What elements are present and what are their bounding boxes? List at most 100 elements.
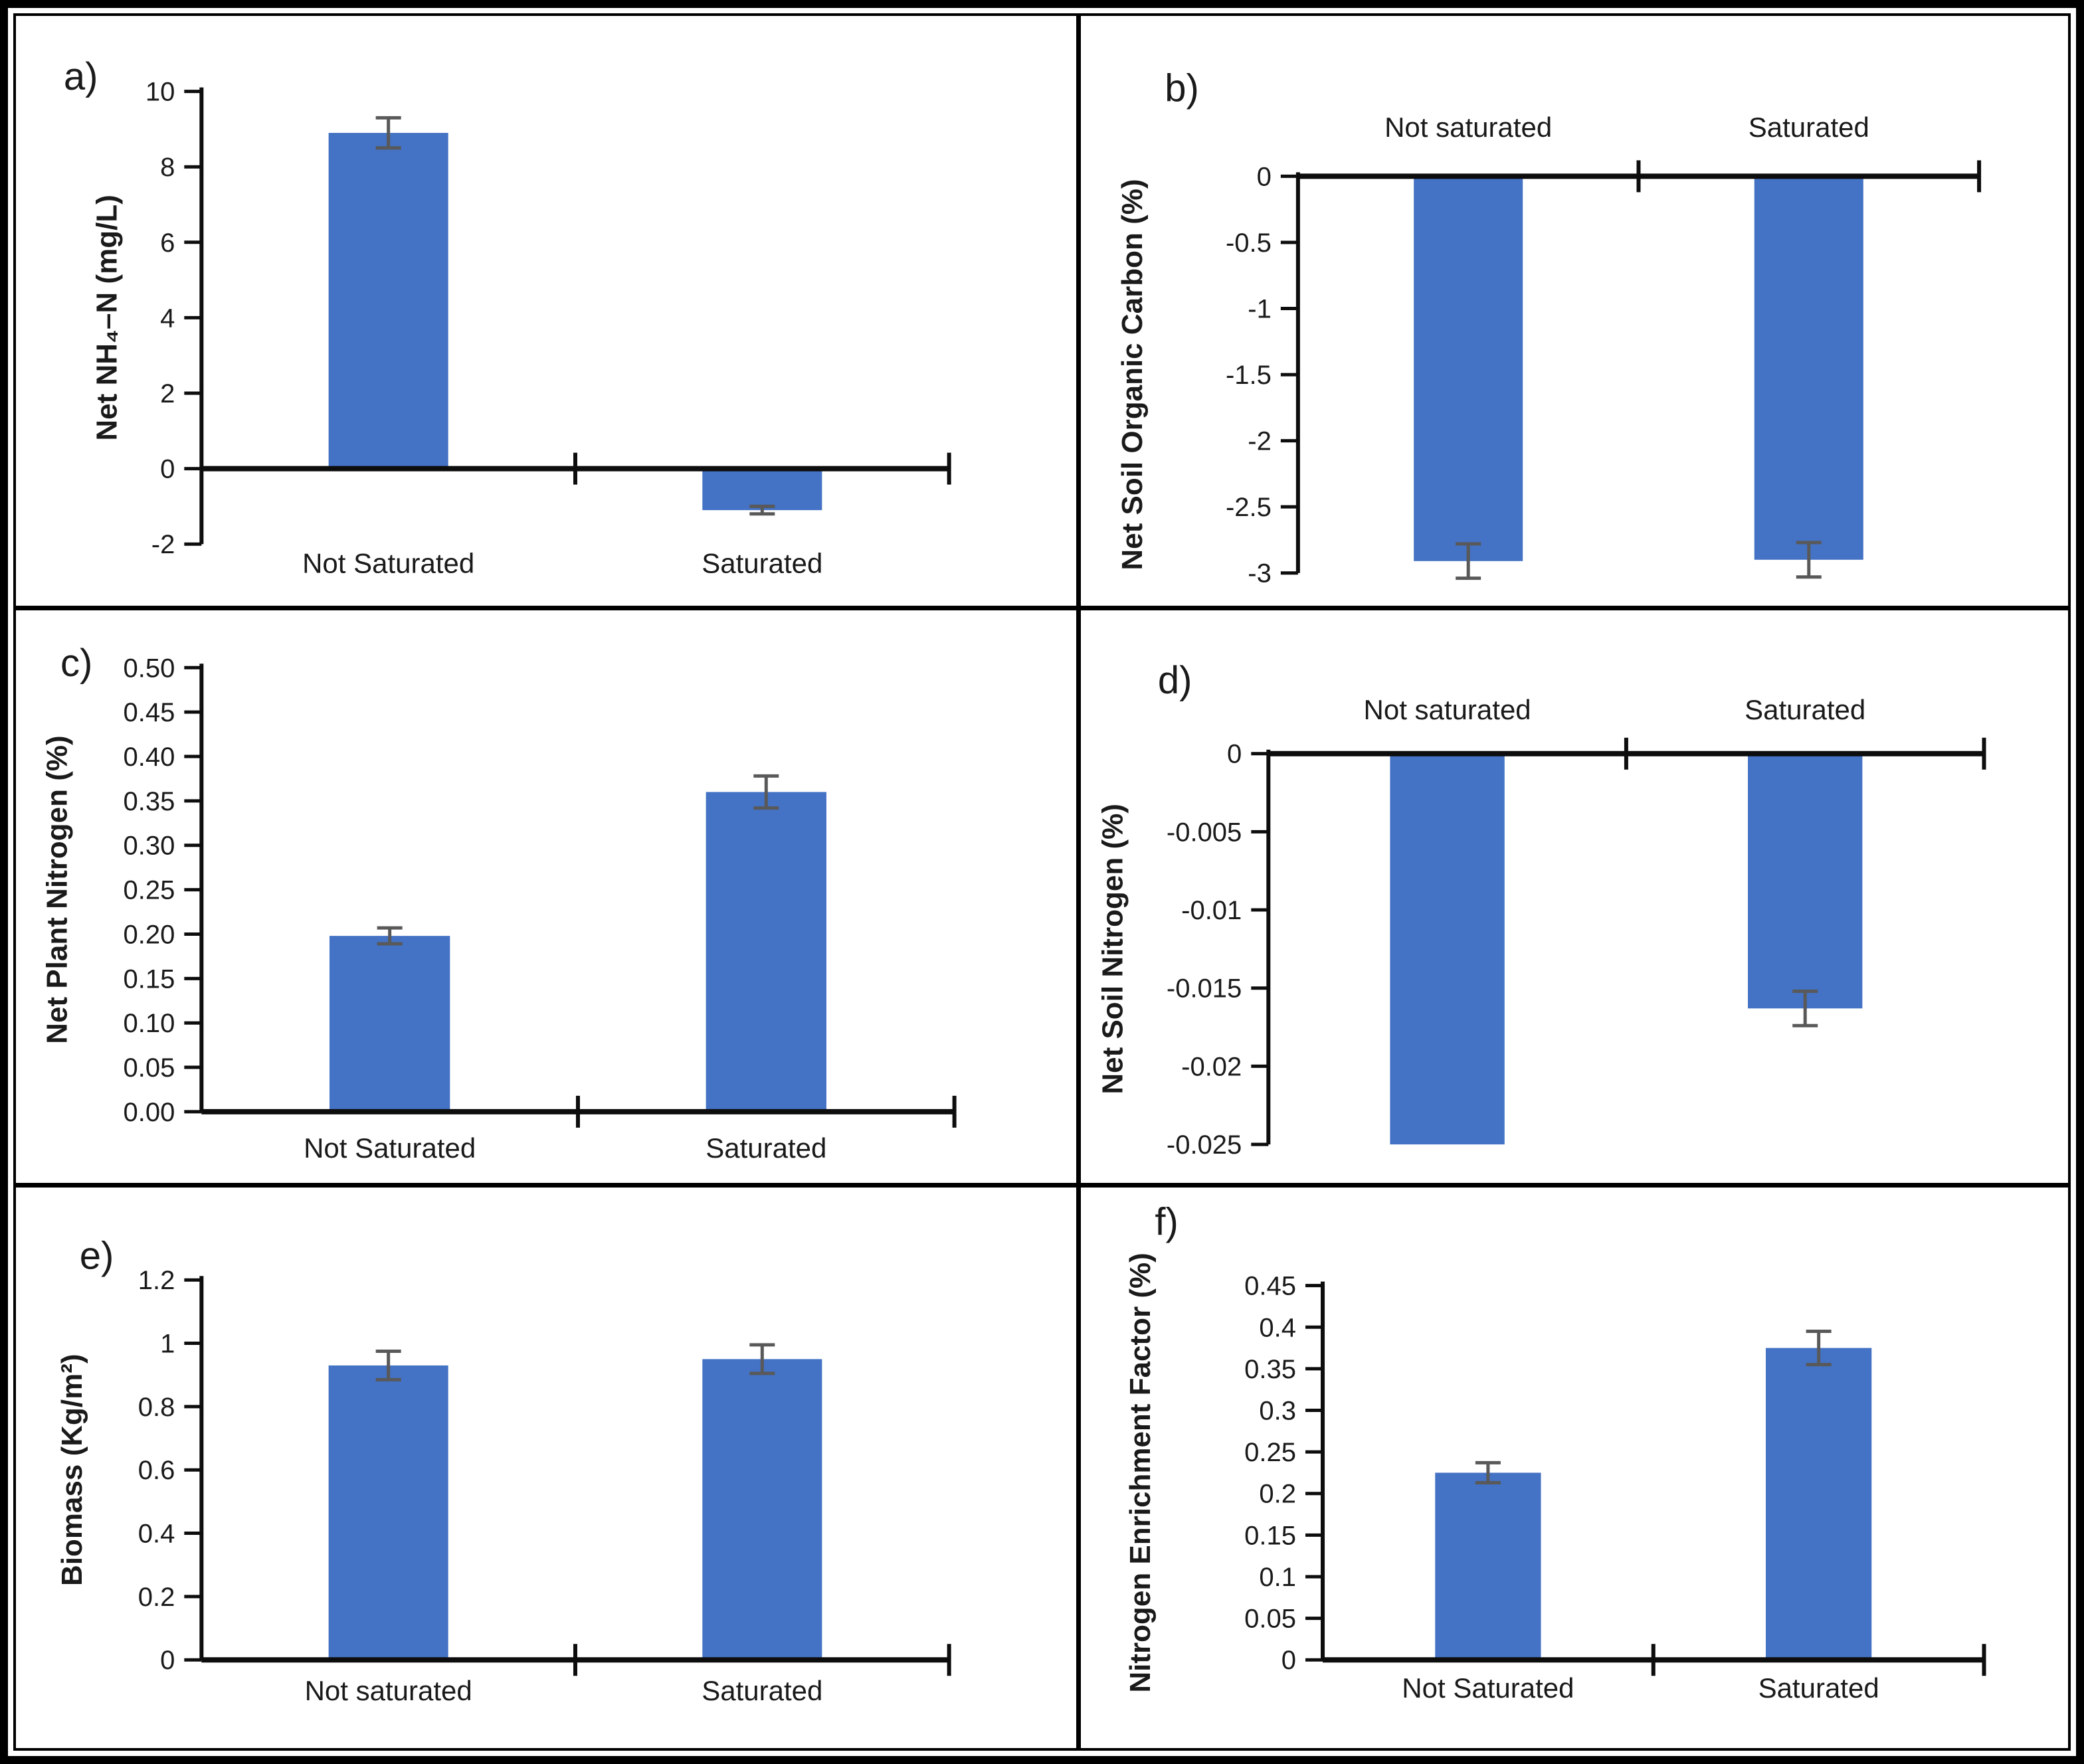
error-bar-not-saturated: [1456, 542, 1481, 580]
y-tick-label: -0.01: [1181, 896, 1242, 925]
bar-not-saturated: [328, 133, 448, 469]
bar-saturated: [1748, 753, 1863, 1008]
y-tick-label: 0: [1281, 1646, 1296, 1676]
bar-saturated: [702, 468, 822, 511]
category-label-saturated: Saturated: [1758, 1672, 1879, 1704]
y-tick-label: 0.40: [123, 743, 175, 772]
y-tick-label: 0.35: [123, 786, 175, 816]
category-label-not-saturated: Not Saturated: [1402, 1672, 1574, 1704]
error-bar-saturated: [1792, 989, 1818, 1027]
panel-b: 0 -0.5 -1 -1.5 -2 -2.5 -3 Not saturated Saturate…: [1081, 16, 2068, 610]
panel-letter: d): [1158, 659, 1192, 702]
chart-net-plant-nitrogen: 0.50 0.45 0.40 0.35 0.30 0.25 0.20 0.15 0.10 0.05…: [41, 642, 957, 1163]
y-tick-label: 0.10: [123, 1009, 175, 1038]
error-bar-saturated: [753, 774, 779, 810]
panel-letter: c): [60, 642, 92, 685]
chart-net-soil-organic-carbon: 0 -0.5 -1 -1.5 -2 -2.5 -3 Not saturated Saturate…: [1116, 67, 1982, 588]
y-tick-label: 6: [160, 228, 175, 258]
y-tick-label: -1.5: [1226, 361, 1272, 390]
category-label-not-saturated: Not Saturated: [304, 1132, 476, 1163]
y-tick-label: 4: [160, 304, 175, 333]
y-tick-label: 0.50: [123, 654, 175, 683]
y-tick-label: -2: [151, 530, 175, 559]
panel-letter: a): [64, 55, 98, 98]
y-axis-title: Net Soil Nitrogen (%): [1097, 804, 1129, 1095]
panel-a: 10 8 6 4 2 0 -2 Not Saturated Saturated Net NH₄–N…: [16, 16, 1082, 610]
category-label-saturated: Saturated: [706, 1132, 826, 1163]
y-tick-label: 0.20: [123, 920, 175, 949]
chart-net-nh4-n: 10 8 6 4 2 0 -2 Not Saturated Saturated Net NH₄–N…: [64, 55, 951, 579]
y-tick-label: 2: [160, 379, 175, 408]
category-label-saturated: Saturated: [1749, 112, 1869, 143]
y-tick-label: 0.35: [1244, 1355, 1296, 1384]
y-tick-label: 0.05: [123, 1053, 175, 1083]
bar-saturated: [706, 792, 826, 1112]
y-tick-label: 0.4: [138, 1520, 175, 1549]
category-label-not-saturated: Not saturated: [305, 1675, 472, 1706]
y-tick-label: -0.015: [1167, 974, 1242, 1003]
y-tick-label: 0: [1227, 739, 1242, 768]
y-tick-label: 0: [1257, 162, 1272, 191]
y-tick-label: -0.025: [1167, 1130, 1242, 1160]
y-tick-label: 0.45: [123, 698, 175, 727]
y-tick-label: 0.00: [123, 1097, 175, 1126]
y-tick-label: 10: [145, 78, 175, 107]
figure-grid: 10 8 6 4 2 0 -2 Not Saturated Saturated Net NH₄–N…: [13, 13, 2071, 1751]
y-tick-label: -0.005: [1167, 818, 1242, 847]
y-tick-label: 0: [160, 455, 175, 484]
error-bar-not-saturated: [375, 116, 401, 150]
y-tick-label: 0.4: [1260, 1314, 1297, 1343]
category-label-not-saturated: Not saturated: [1364, 693, 1531, 725]
y-tick-label: -2.5: [1226, 493, 1272, 522]
error-bar-not-saturated: [1475, 1461, 1501, 1485]
bar-not-saturated: [1435, 1472, 1541, 1660]
bar-not-saturated: [329, 935, 450, 1112]
y-tick-label: 0.2: [138, 1583, 175, 1612]
panel-letter: e): [80, 1235, 114, 1278]
bar-saturated: [1754, 176, 1863, 560]
error-bar-not-saturated: [375, 1350, 401, 1382]
panel-f: 0.45 0.4 0.35 0.3 0.25 0.2 0.15 0.1 0.05 0 Not Sat…: [1081, 1188, 2068, 1748]
y-tick-label: -1: [1248, 295, 1272, 324]
y-tick-label: 1.2: [138, 1267, 175, 1296]
y-axis-title: Net Plant Nitrogen (%): [41, 735, 74, 1043]
category-label-not-saturated: Not Saturated: [302, 548, 474, 579]
y-tick-label: 0.2: [1260, 1480, 1297, 1509]
bar-saturated: [702, 1359, 822, 1660]
y-tick-label: 0.30: [123, 831, 175, 860]
y-tick-label: 0.8: [138, 1393, 175, 1422]
bar-not-saturated: [1390, 753, 1505, 1144]
y-axis-title: Nitrogen Enrichment Factor (%): [1124, 1253, 1157, 1693]
y-tick-label: 0.15: [123, 964, 175, 994]
bar-saturated: [1766, 1348, 1872, 1660]
y-axis-title: Net Soil Organic Carbon (%): [1116, 179, 1149, 570]
y-tick-label: -3: [1248, 559, 1272, 588]
y-tick-label: 0: [160, 1646, 175, 1676]
error-bar-saturated: [749, 1343, 775, 1375]
panel-e: 1.2 1 0.8 0.6 0.4 0.2 0 Not saturated Saturated B…: [16, 1188, 1082, 1748]
panel-d: 0 -0.005 -0.01 -0.015 -0.02 -0.025 Not saturat…: [1081, 610, 2068, 1188]
category-label-not-saturated: Not saturated: [1384, 112, 1552, 143]
y-tick-label: 0.3: [1260, 1397, 1297, 1426]
y-tick-label: 8: [160, 153, 175, 182]
y-tick-label: 0.25: [1244, 1438, 1296, 1467]
bar-not-saturated: [328, 1366, 448, 1660]
y-axis-title: Net NH₄–N (mg/L): [91, 195, 124, 441]
y-tick-label: 0.45: [1244, 1272, 1296, 1301]
panel-c: 0.50 0.45 0.40 0.35 0.30 0.25 0.20 0.15 0.10 0.05…: [16, 610, 1082, 1188]
y-tick-label: 0.25: [123, 875, 175, 905]
y-axis-title: Biomass (Kg/m²): [56, 1354, 88, 1587]
y-tick-label: 0.6: [138, 1456, 175, 1486]
category-label-saturated: Saturated: [702, 548, 822, 579]
y-tick-label: 0.1: [1260, 1563, 1297, 1592]
error-bar-saturated: [1806, 1330, 1832, 1367]
y-tick-label: 0.15: [1244, 1522, 1296, 1551]
chart-net-soil-nitrogen: 0 -0.005 -0.01 -0.015 -0.02 -0.025 Not saturat…: [1097, 659, 1986, 1160]
category-label-saturated: Saturated: [1745, 693, 1865, 725]
error-bar-saturated: [749, 504, 775, 516]
panel-letter: f): [1155, 1201, 1179, 1244]
category-label-saturated: Saturated: [702, 1675, 822, 1706]
chart-biomass: 1.2 1 0.8 0.6 0.4 0.2 0 Not saturated Saturated B…: [56, 1235, 951, 1706]
panel-letter: b): [1165, 67, 1199, 110]
